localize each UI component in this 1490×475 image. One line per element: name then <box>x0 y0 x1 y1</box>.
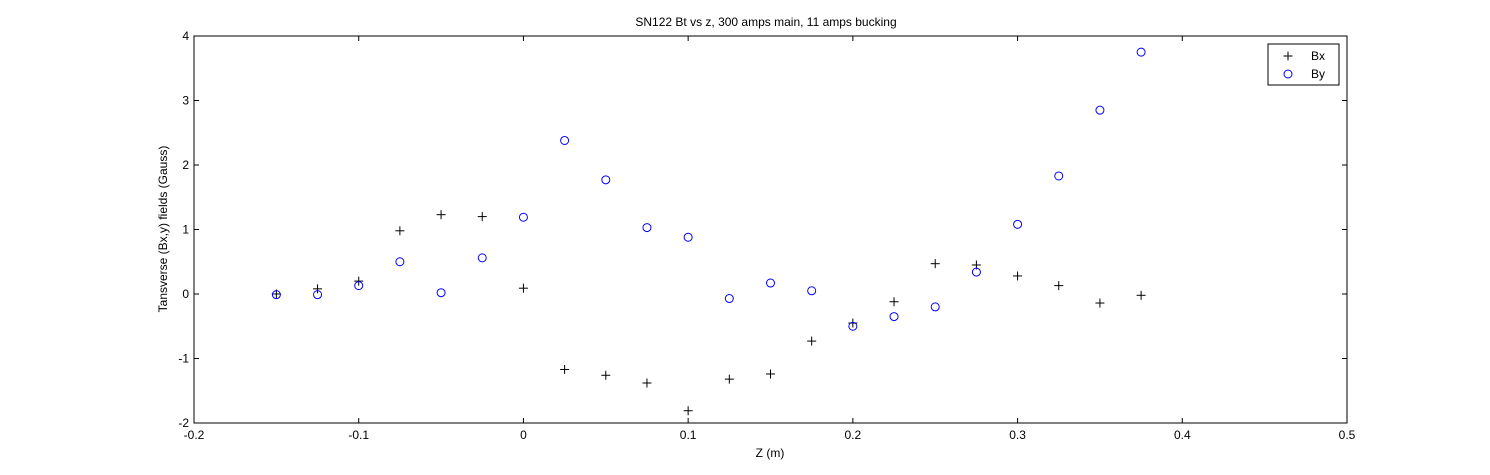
point-by <box>889 312 899 322</box>
point-bx <box>354 276 364 286</box>
point-by <box>560 135 570 145</box>
legend-label-by: By <box>1311 67 1325 81</box>
point-bx <box>436 210 446 220</box>
point-by <box>930 302 940 312</box>
y-axis: -2 -1 0 1 2 3 4 <box>178 29 1347 430</box>
x-tick-label: 0.5 <box>1339 428 1356 442</box>
point-by <box>354 281 364 291</box>
x-tick-label: 0.1 <box>680 428 697 442</box>
y-tick-label: 0 <box>182 287 189 301</box>
point-by <box>395 257 405 267</box>
point-by <box>601 175 611 185</box>
point-bx <box>518 283 528 293</box>
point-bx <box>766 369 775 379</box>
point-bx <box>313 284 323 294</box>
x-tick-label: 0.2 <box>845 428 862 442</box>
point-by <box>1013 219 1023 229</box>
point-bx <box>642 378 652 388</box>
point-by <box>848 321 858 331</box>
point-by <box>1136 47 1146 57</box>
legend-marker-bx <box>1283 51 1293 61</box>
point-bx <box>560 364 570 374</box>
point-bx <box>395 226 405 236</box>
point-bx <box>724 374 734 384</box>
y-tick-label: 1 <box>182 223 189 237</box>
point-by <box>477 253 487 263</box>
x-tick-label: -0.1 <box>348 428 369 442</box>
y-tick-label: 4 <box>182 29 189 43</box>
y-tick-label: -1 <box>178 352 189 366</box>
series-by <box>271 47 1146 331</box>
point-bx <box>477 212 487 222</box>
point-bx <box>930 259 940 269</box>
point-bx <box>683 406 693 416</box>
legend-entries: Bx By <box>1283 49 1325 81</box>
point-bx <box>601 370 611 380</box>
point-bx <box>1095 298 1105 308</box>
point-bx <box>1136 290 1146 300</box>
point-by <box>766 278 775 288</box>
point-by <box>642 223 652 233</box>
point-by <box>436 288 446 298</box>
legend: Bx By <box>1267 43 1340 86</box>
series-bx <box>271 210 1146 416</box>
point-bx <box>807 336 817 346</box>
chart-title: SN122 Bt vs z, 300 amps main, 11 amps bu… <box>635 15 896 29</box>
x-axis-label: Z (m) <box>756 446 785 460</box>
x-tick-label: 0.3 <box>1009 428 1026 442</box>
x-tick-label: -0.2 <box>184 428 205 442</box>
legend-marker-by <box>1283 69 1293 79</box>
y-tick-label: 2 <box>182 158 189 172</box>
point-by <box>971 267 981 277</box>
point-by <box>271 290 281 300</box>
y-tick-label: 3 <box>182 94 189 108</box>
legend-label-bx: Bx <box>1311 49 1325 63</box>
point-by <box>724 294 734 304</box>
point-bx <box>1013 271 1023 281</box>
point-by <box>518 212 528 222</box>
point-by <box>1095 105 1105 115</box>
plot-area <box>193 35 1348 424</box>
series-layer <box>271 47 1146 416</box>
point-bx <box>1054 281 1064 291</box>
legend-box <box>1267 43 1340 86</box>
y-axis-label: Tansverse (Bx,y) fields (Gauss) <box>156 146 170 313</box>
x-axis: -0.2 -0.1 0 0.1 0.2 0.3 0.4 0.5 <box>184 36 1356 442</box>
x-tick-label: 0 <box>520 428 527 442</box>
x-tick-label: 0.4 <box>1174 428 1191 442</box>
point-by <box>683 232 693 242</box>
point-by <box>807 286 817 296</box>
point-by <box>313 290 323 300</box>
point-bx <box>889 297 899 307</box>
y-tick-label: -2 <box>178 416 189 430</box>
point-by <box>1054 171 1064 181</box>
